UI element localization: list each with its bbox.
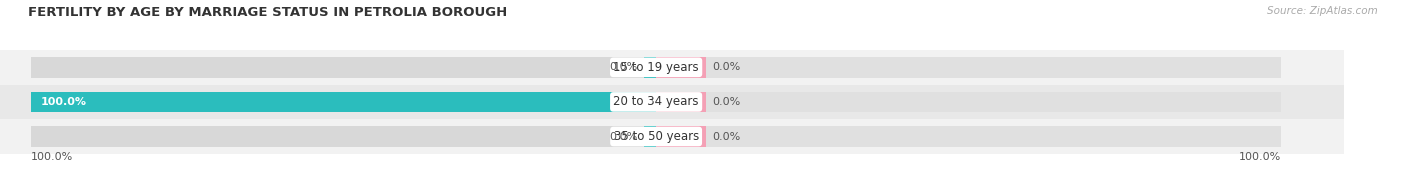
Bar — [657, 57, 706, 78]
Text: 0.0%: 0.0% — [713, 97, 741, 107]
Bar — [0, 85, 1344, 119]
Text: 20 to 34 years: 20 to 34 years — [613, 95, 699, 108]
Bar — [644, 126, 657, 147]
Bar — [657, 57, 1281, 78]
Bar — [31, 126, 657, 147]
Text: 100.0%: 100.0% — [31, 152, 73, 162]
Text: 0.0%: 0.0% — [713, 132, 741, 142]
Bar — [31, 57, 657, 78]
Text: 15 to 19 years: 15 to 19 years — [613, 61, 699, 74]
Bar — [31, 92, 657, 112]
Bar — [644, 57, 657, 78]
Text: Source: ZipAtlas.com: Source: ZipAtlas.com — [1267, 6, 1378, 16]
Text: FERTILITY BY AGE BY MARRIAGE STATUS IN PETROLIA BOROUGH: FERTILITY BY AGE BY MARRIAGE STATUS IN P… — [28, 6, 508, 19]
Text: 0.0%: 0.0% — [713, 62, 741, 72]
Bar — [31, 92, 657, 112]
Text: 100.0%: 100.0% — [41, 97, 87, 107]
Bar — [657, 126, 1281, 147]
Bar — [657, 126, 706, 147]
Bar — [657, 92, 1281, 112]
Text: 35 to 50 years: 35 to 50 years — [613, 130, 699, 143]
Text: 100.0%: 100.0% — [1239, 152, 1281, 162]
Bar — [0, 50, 1344, 85]
Text: 0.0%: 0.0% — [609, 62, 637, 72]
Text: 0.0%: 0.0% — [609, 132, 637, 142]
Bar — [657, 92, 706, 112]
Bar — [0, 119, 1344, 154]
